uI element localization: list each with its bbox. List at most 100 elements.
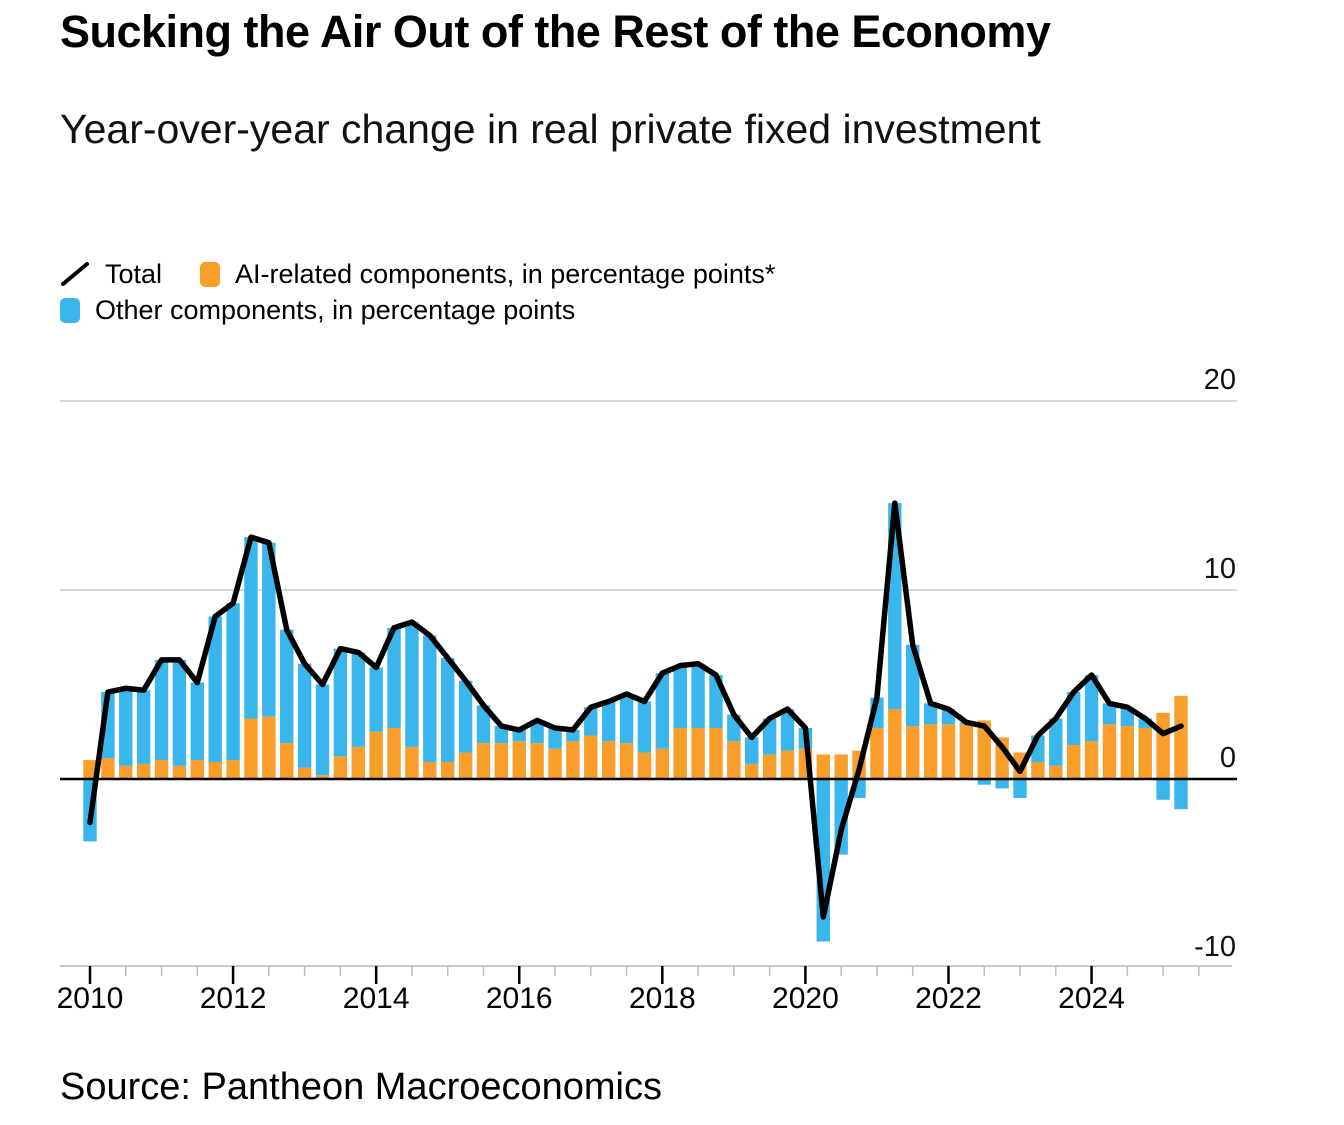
ai-bar-2010-q1 xyxy=(83,760,97,779)
ai-bar-2013-q2 xyxy=(315,775,330,779)
ai-bar-2016-q3 xyxy=(548,748,562,779)
other-bar-2015-q2 xyxy=(458,680,473,753)
other-bar-2015-q4 xyxy=(494,726,509,744)
ai-bar-2013-q3 xyxy=(333,756,348,779)
other-bar-2011-q2 xyxy=(172,659,187,766)
ai-bar-2020-q2 xyxy=(816,754,830,779)
other-bar-2015-q1 xyxy=(441,658,455,762)
other-bar-2013-q3 xyxy=(333,648,348,757)
ai-bar-2011-q1 xyxy=(154,760,169,779)
x-tick-label-2022: 2022 xyxy=(915,982,982,1015)
other-bar-2011-q4 xyxy=(208,616,222,762)
other-bar-2014-q1 xyxy=(369,667,383,732)
ai-bar-2018-q1 xyxy=(655,748,670,779)
other-bar-2016-q2 xyxy=(530,720,544,744)
other-bar-2013-q1 xyxy=(297,663,312,768)
other-bar-2012-q1 xyxy=(226,603,240,761)
other-bar-2022-q3 xyxy=(977,779,991,785)
ai-bar-2024-q3 xyxy=(1120,726,1135,779)
ai-bar-2013-q4 xyxy=(351,746,365,779)
other-bar-2024-q2 xyxy=(1102,703,1117,725)
other-bar-2010-q3 xyxy=(119,688,133,766)
x-tick-label-2012: 2012 xyxy=(200,982,267,1015)
other-bar-2015-q3 xyxy=(476,705,491,744)
other-bar-2012-q4 xyxy=(280,629,294,744)
x-tick-label-2020: 2020 xyxy=(772,982,839,1015)
ai-bar-2021-q3 xyxy=(906,726,920,779)
legend-row-1: Total AI-related components, in percenta… xyxy=(60,256,775,292)
legend-row-2: Other components, in percentage points xyxy=(60,292,775,328)
ai-bar-2024-q2 xyxy=(1102,724,1117,779)
ai-bar-2016-q2 xyxy=(530,743,544,779)
other-bar-2023-q4 xyxy=(1066,692,1081,745)
ai-bar-2025-q1 xyxy=(1156,712,1170,779)
legend-label-ai: AI-related components, in percentage poi… xyxy=(235,258,776,289)
other-bar-2016-q3 xyxy=(548,727,562,749)
ai-bar-2015-q1 xyxy=(441,761,455,779)
ai-bar-2022-q3 xyxy=(977,720,991,779)
ai-bar-2012-q3 xyxy=(262,716,276,779)
y-tick-label-20: 20 xyxy=(1204,364,1236,396)
legend-item-other: Other components, in percentage points xyxy=(60,295,575,326)
ai-bar-2010-q2 xyxy=(101,758,115,779)
other-bar-2024-q1 xyxy=(1084,675,1099,742)
ai-bar-2013-q1 xyxy=(297,767,312,779)
ai-bar-2022-q1 xyxy=(941,724,956,779)
other-bar-2018-q2 xyxy=(673,665,687,728)
ai-bar-2023-q2 xyxy=(1031,761,1045,779)
other-bar-2016-q1 xyxy=(512,729,526,742)
ai-bar-2017-q1 xyxy=(584,735,598,779)
ai-bar-2020-q3 xyxy=(834,754,848,779)
ai-bar-2014-q4 xyxy=(423,761,437,779)
ai-bar-2025-q2 xyxy=(1174,695,1188,779)
ai-bar-2019-q1 xyxy=(727,741,741,779)
ai-bar-2023-q3 xyxy=(1049,765,1063,779)
ai-square-swatch-icon xyxy=(200,261,221,287)
y-tick-label-0: 0 xyxy=(1220,742,1236,774)
other-square-swatch-icon xyxy=(60,297,80,323)
other-bar-2025-q1 xyxy=(1156,779,1170,800)
ai-bar-2016-q4 xyxy=(566,741,580,779)
ai-bar-2014-q3 xyxy=(405,746,419,779)
other-bar-2023-q3 xyxy=(1049,718,1063,766)
other-bar-2019-q3 xyxy=(762,718,777,755)
chart-title: Sucking the Air Out of the Rest of the E… xyxy=(60,6,1051,57)
ai-bar-2021-q4 xyxy=(923,724,938,779)
ai-bar-2011-q2 xyxy=(172,765,187,779)
ai-bar-2011-q4 xyxy=(208,761,222,779)
ai-bar-2019-q4 xyxy=(780,750,795,779)
legend-label-total: Total xyxy=(105,258,163,289)
ai-bar-2012-q2 xyxy=(244,718,258,779)
other-bar-2021-q4 xyxy=(923,703,938,725)
total-line-swatch-icon xyxy=(61,262,89,286)
other-bar-2014-q4 xyxy=(423,635,437,762)
other-bar-2016-q4 xyxy=(566,729,580,742)
ai-bar-2015-q4 xyxy=(494,743,509,779)
ai-bar-2018-q4 xyxy=(709,727,723,779)
other-bar-2017-q2 xyxy=(601,701,616,742)
ai-bar-2015-q3 xyxy=(476,743,491,779)
y-tick-label--10: -10 xyxy=(1194,931,1236,963)
other-bar-2013-q4 xyxy=(351,652,365,747)
ai-bar-2019-q3 xyxy=(762,754,777,779)
ai-bar-2012-q4 xyxy=(280,743,294,779)
ai-bar-2021-q2 xyxy=(888,709,902,779)
other-bar-2019-q2 xyxy=(745,737,759,764)
other-bar-2017-q4 xyxy=(637,701,652,753)
ai-bar-2018-q2 xyxy=(673,727,687,779)
chart-subtitle: Year-over-year change in real private fi… xyxy=(60,106,1041,152)
other-bar-2011-q3 xyxy=(190,682,205,761)
other-bar-2018-q1 xyxy=(655,673,670,749)
other-bar-2017-q3 xyxy=(619,693,634,744)
other-bar-2018-q3 xyxy=(691,663,705,728)
legend-item-total: Total xyxy=(60,259,162,290)
ai-bar-2022-q2 xyxy=(959,724,974,779)
other-bar-2025-q2 xyxy=(1174,779,1188,810)
other-bar-2014-q2 xyxy=(387,627,401,728)
other-bar-2013-q2 xyxy=(315,684,330,776)
x-tick-label-2024: 2024 xyxy=(1058,982,1125,1015)
x-tick-label-2016: 2016 xyxy=(486,982,553,1015)
other-bar-2014-q3 xyxy=(405,622,419,747)
